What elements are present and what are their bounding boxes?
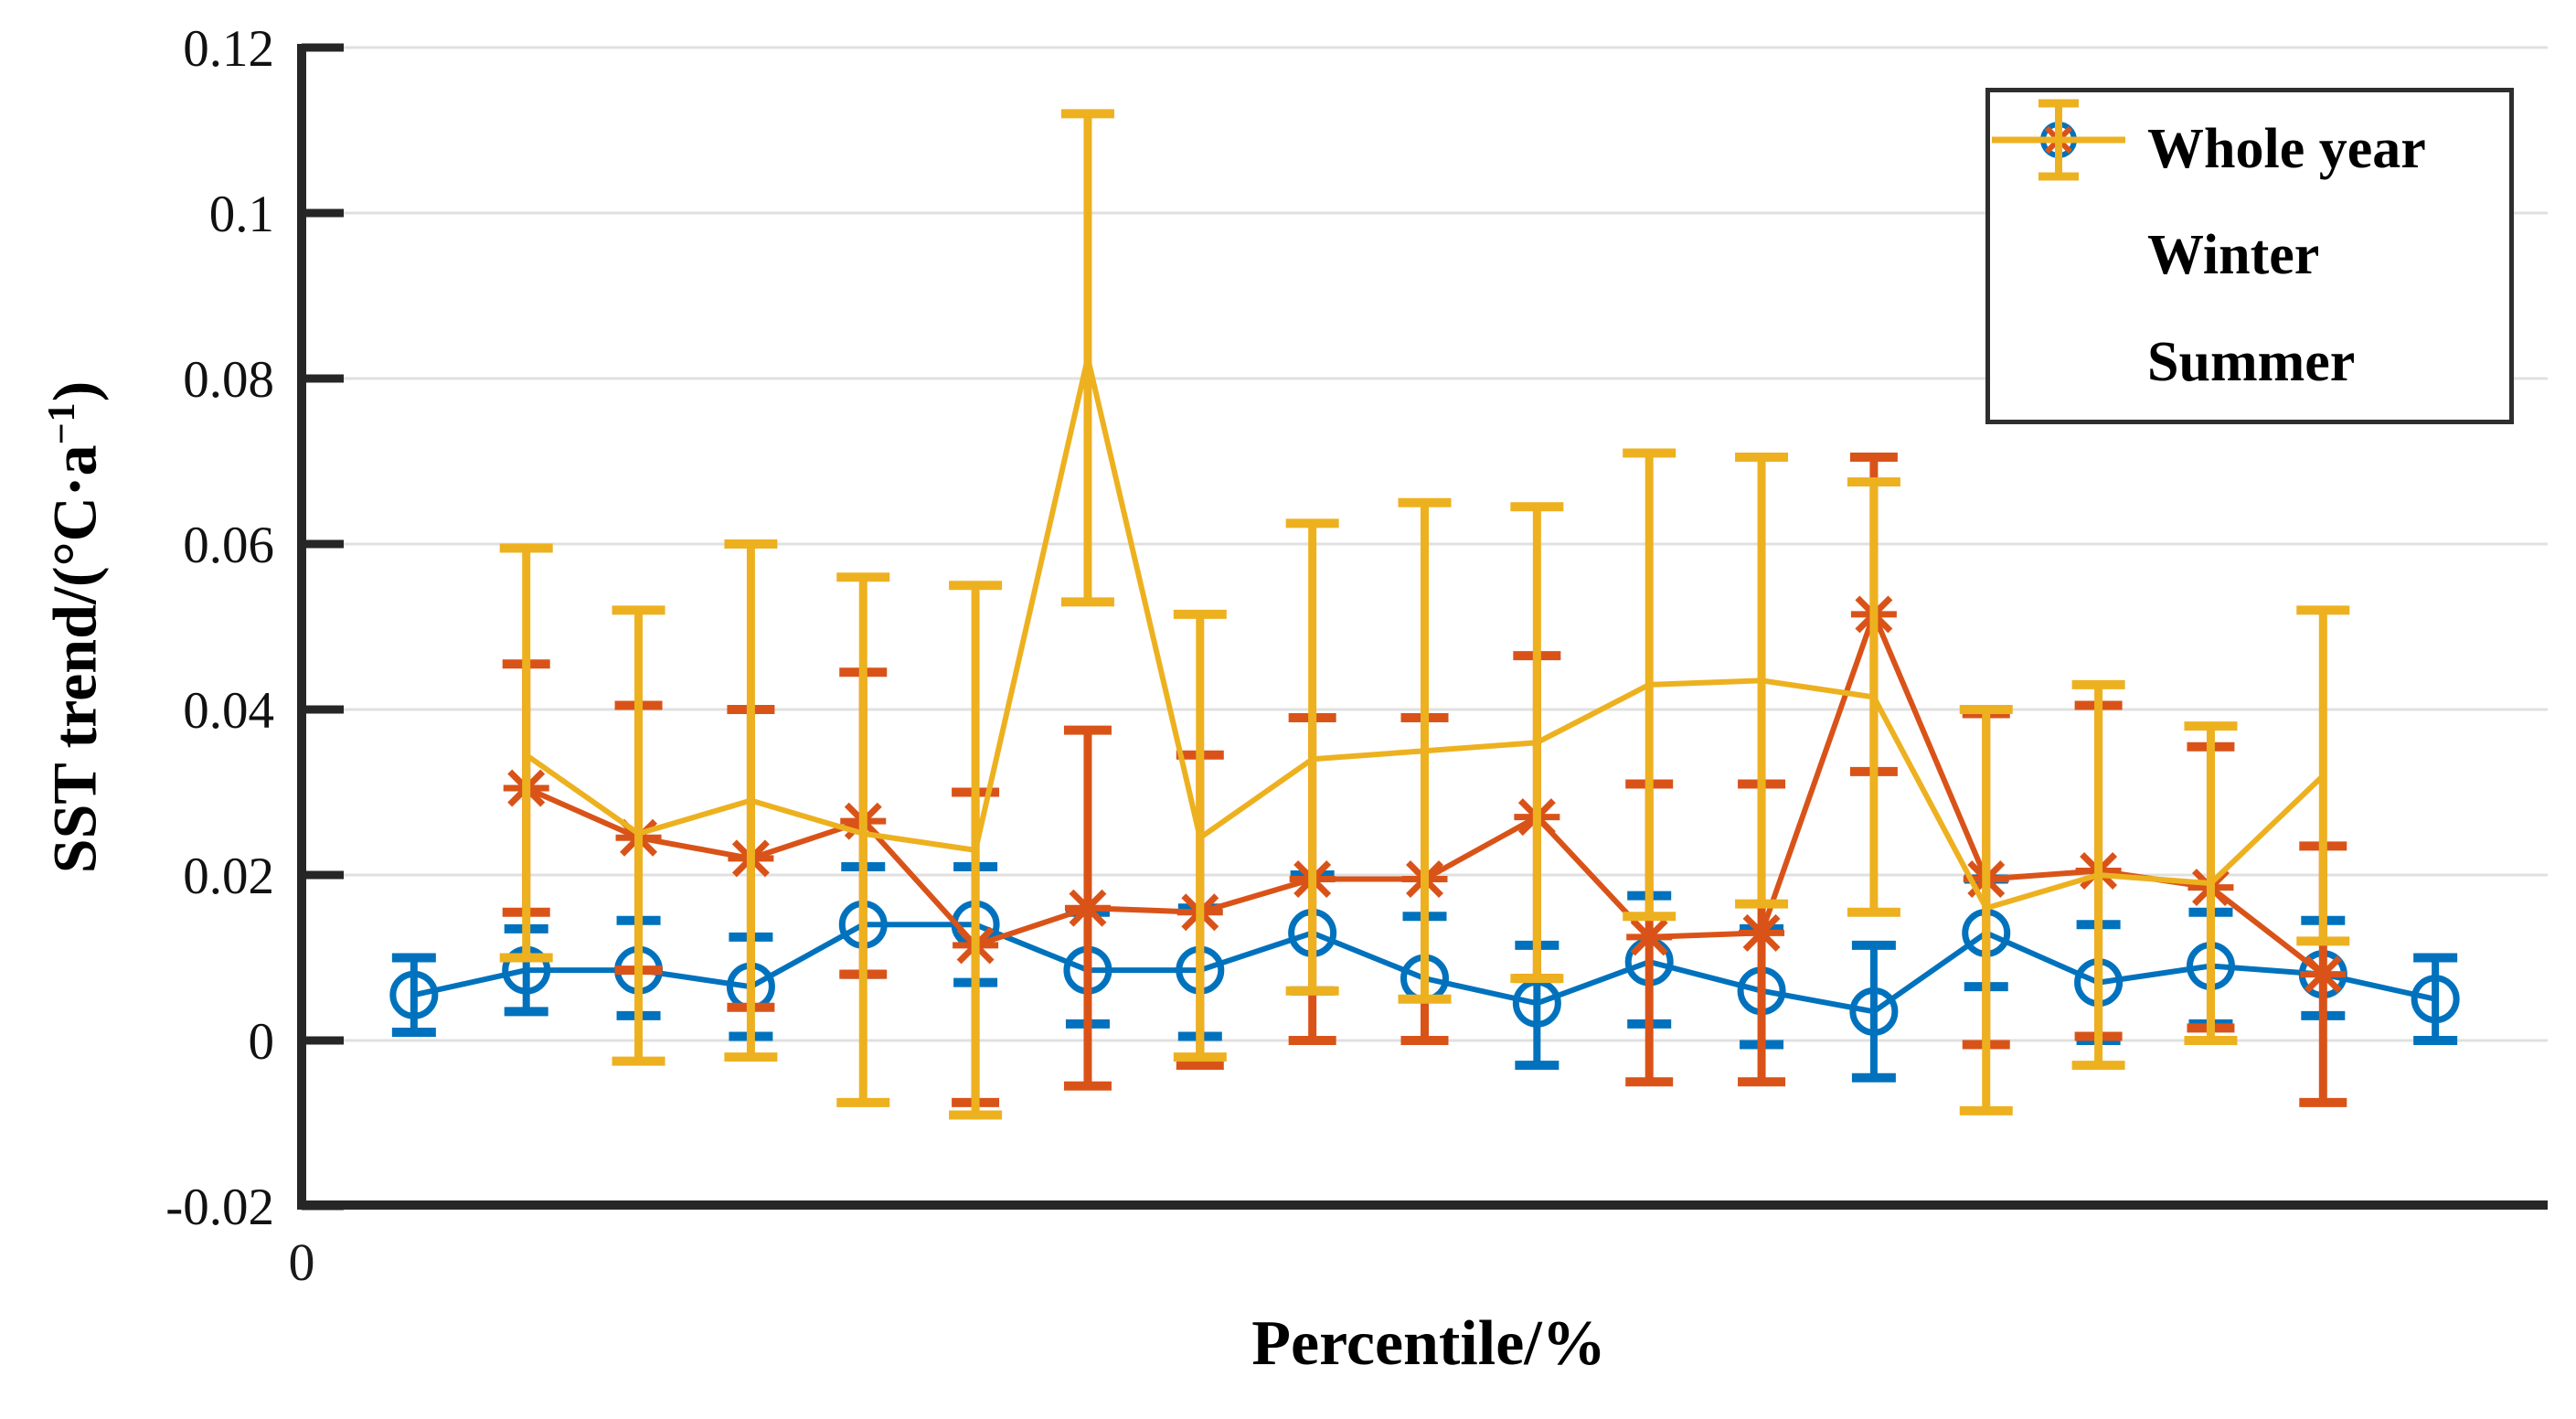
- y-tick-label: 0.02: [183, 848, 274, 905]
- y-tick-label: -0.02: [165, 1179, 274, 1236]
- y-axis-label-superscript: −1: [40, 401, 83, 445]
- legend-label: Whole year: [2147, 117, 2426, 180]
- circle-marker: [1849, 987, 1899, 1036]
- summer-errorbar-icon: [1992, 99, 2134, 411]
- winter-errorbar-icon: [1992, 99, 2134, 304]
- y-tick-label: 0.06: [183, 517, 274, 574]
- legend-item-summer: Summer: [1990, 99, 2509, 411]
- y-tick-label: 0.12: [183, 20, 274, 78]
- y-tick-label: 0.08: [183, 351, 274, 409]
- y-tick-label: 0.04: [183, 682, 274, 740]
- series-summer: [499, 109, 2350, 1120]
- y-tick-label: 0: [249, 1013, 275, 1071]
- x-tick-label-0: 0: [288, 1232, 315, 1292]
- series-line: [524, 355, 2326, 912]
- circle-marker: [2411, 975, 2460, 1024]
- y-axis-label: SST trend/(°C·a−1): [39, 380, 110, 874]
- legend-item-winter: Winter: [1990, 99, 2509, 304]
- x-axis-label: Percentile/%: [1251, 1308, 1606, 1379]
- legend-box: Whole year Winter Summer: [1985, 88, 2514, 424]
- legend-label: Winter: [2147, 224, 2320, 287]
- legend-label: Summer: [2147, 331, 2356, 394]
- circle-marker: [389, 970, 439, 1019]
- y-tick-label: 0.1: [209, 186, 274, 243]
